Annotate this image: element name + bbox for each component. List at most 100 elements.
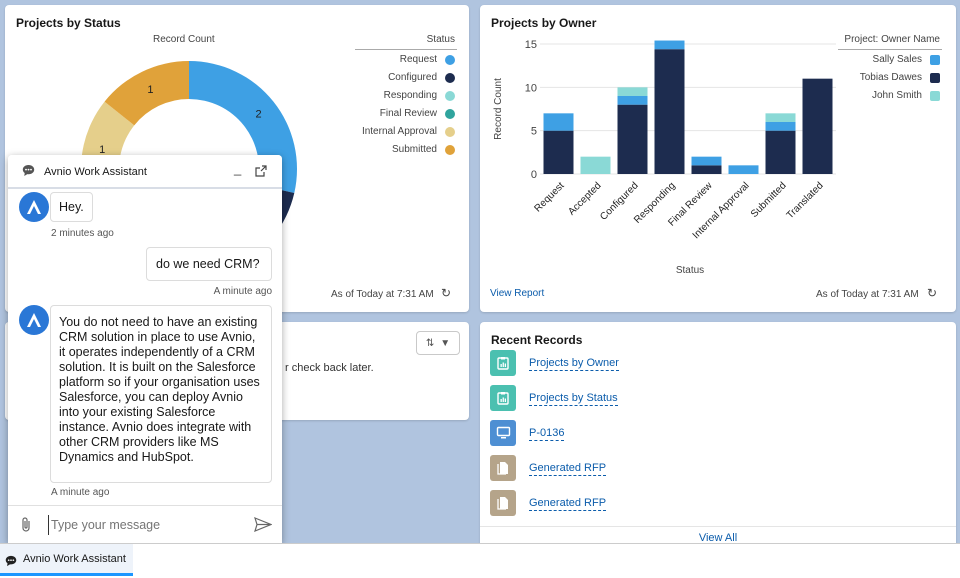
utility-tab-label: Avnio Work Assistant — [23, 553, 126, 565]
refresh-icon[interactable]: ↻ — [927, 286, 938, 300]
legend-swatch-request[interactable] — [445, 55, 455, 65]
legend-title: Project: Owner Name — [844, 34, 940, 45]
y-tick-label: 15 — [525, 39, 537, 51]
refresh-icon[interactable]: ↻ — [441, 286, 452, 300]
bar-submitted-tobias-dawes[interactable] — [765, 130, 796, 174]
bar-final-review-tobias-dawes[interactable] — [691, 165, 722, 174]
legend-label-tobias-dawes: Tobias Dawes — [859, 72, 922, 83]
y-tick-label: 5 — [531, 126, 537, 138]
legend-swatch-internal-approval[interactable] — [445, 127, 455, 137]
recent-record-item[interactable]: Generated RFP — [490, 455, 790, 483]
send-icon[interactable] — [254, 516, 273, 537]
chat-title: Avnio Work Assistant — [44, 166, 147, 178]
bot-message-bubble: Hey. — [50, 192, 93, 222]
bot-avatar — [19, 192, 49, 222]
donut-slice-submitted[interactable] — [104, 61, 189, 126]
bar-submitted-john-smith[interactable] — [765, 113, 796, 122]
recent-record-link[interactable]: Projects by Owner — [529, 357, 619, 371]
legend-label-responding: Responding — [383, 90, 437, 101]
empty-state-text: r check back later. — [285, 362, 374, 374]
recent-record-link[interactable]: Generated RFP — [529, 497, 607, 511]
legend-swatch-submitted[interactable] — [445, 145, 455, 155]
projects-by-owner-card: Projects by Owner Record Count 0 5 10 15 Requ… — [480, 5, 956, 312]
bar-accepted-john-smith[interactable] — [580, 156, 611, 174]
utility-bar: Avnio Work Assistant — [0, 543, 960, 578]
bar-final-review-sally-sales[interactable] — [691, 156, 722, 166]
user-message-bubble: do we need CRM? — [146, 247, 272, 281]
legend-divider — [355, 49, 457, 50]
card-title: Projects by Status — [16, 16, 121, 30]
divider — [480, 526, 956, 527]
bar-request-sally-sales[interactable] — [543, 113, 574, 131]
legend-swatch-final-review[interactable] — [445, 109, 455, 119]
chat-header: Avnio Work Assistant _ — [8, 155, 282, 189]
message-input[interactable] — [48, 515, 238, 535]
recent-records-card: Recent Records View All Projects by Owne… — [480, 322, 956, 552]
legend-swatch-sally-sales[interactable] — [930, 55, 940, 65]
recent-record-item[interactable]: Generated RFP — [490, 490, 790, 518]
recent-record-item[interactable]: P-0136 — [490, 420, 790, 448]
chat-input-bar — [8, 505, 282, 543]
donut-label-submitted: 1 — [147, 84, 153, 96]
legend-swatch-responding[interactable] — [445, 91, 455, 101]
bar-submitted-sally-sales[interactable] — [765, 122, 796, 131]
bar-responding-sally-sales[interactable] — [654, 40, 685, 50]
chart-subtitle: Record Count — [153, 34, 215, 45]
monitor-icon — [490, 420, 516, 446]
recent-record-link[interactable]: Generated RFP — [529, 462, 607, 476]
sort-dropdown-button[interactable]: ⇅ ▼ — [416, 331, 460, 355]
bar-internal-approval-sally-sales[interactable] — [728, 165, 759, 174]
card-title: Projects by Owner — [491, 16, 597, 30]
bar-translated-tobias-dawes[interactable] — [802, 78, 833, 174]
legend-swatch-configured[interactable] — [445, 73, 455, 83]
as-of-timestamp: As of Today at 7:31 AM — [816, 289, 919, 300]
popout-icon[interactable] — [255, 164, 267, 182]
view-all-link[interactable]: View All — [698, 532, 738, 544]
document-icon — [490, 490, 516, 516]
message-timestamp: A minute ago — [213, 286, 272, 297]
bar-configured-tobias-dawes[interactable] — [617, 104, 648, 174]
recent-record-link[interactable]: Projects by Status — [529, 392, 618, 406]
legend-label-configured: Configured — [388, 72, 437, 83]
x-axis-label: Status — [676, 265, 704, 276]
y-axis-label: Record Count — [493, 78, 504, 140]
chat-bubble-icon — [5, 554, 17, 572]
paperclip-icon[interactable] — [20, 516, 32, 538]
legend-divider — [838, 49, 942, 50]
bar-responding-tobias-dawes[interactable] — [654, 49, 685, 175]
recent-record-item[interactable]: Projects by Status — [490, 385, 790, 413]
chat-bubble-icon — [22, 164, 35, 182]
utility-tab-work-assistant[interactable]: Avnio Work Assistant — [0, 544, 133, 576]
donut-label-request: 2 — [256, 109, 262, 121]
x-tick-label: Translated — [785, 180, 826, 221]
legend-label-submitted: Submitted — [391, 144, 437, 155]
as-of-timestamp: As of Today at 7:31 AM — [331, 289, 434, 300]
message-timestamp: A minute ago — [51, 487, 110, 498]
bar-request-tobias-dawes[interactable] — [543, 130, 574, 174]
bar-configured-sally-sales[interactable] — [617, 96, 648, 105]
y-tick-label: 0 — [531, 169, 537, 181]
message-timestamp: 2 minutes ago — [51, 228, 114, 239]
bar-configured-john-smith[interactable] — [617, 87, 648, 96]
bot-avatar — [19, 305, 49, 335]
report-icon — [490, 385, 516, 411]
report-icon — [490, 350, 516, 376]
message-text: do we need CRM? — [156, 257, 260, 271]
legend-label-john-smith: John Smith — [871, 90, 922, 101]
x-tick-label: Accepted — [566, 180, 603, 217]
legend-label-final-review: Final Review — [379, 108, 437, 119]
recent-record-link[interactable]: P-0136 — [529, 427, 565, 441]
view-report-link[interactable]: View Report — [490, 288, 545, 299]
sort-icon: ⇅ — [425, 337, 435, 349]
legend-label-request: Request — [399, 54, 437, 65]
message-text: You do not need to have an existing CRM … — [59, 315, 260, 464]
legend-label-internal-approval: Internal Approval — [361, 126, 437, 137]
x-tick-label: Request — [533, 180, 567, 214]
chat-window: Avnio Work Assistant _ Hey. 2 minutes ag… — [8, 155, 282, 543]
bot-message-bubble: You do not need to have an existing CRM … — [50, 305, 272, 483]
legend-swatch-john-smith[interactable] — [930, 91, 940, 101]
recent-record-item[interactable]: Projects by Owner — [490, 350, 790, 378]
minimize-icon[interactable]: _ — [234, 161, 242, 176]
legend-swatch-tobias-dawes[interactable] — [930, 73, 940, 83]
